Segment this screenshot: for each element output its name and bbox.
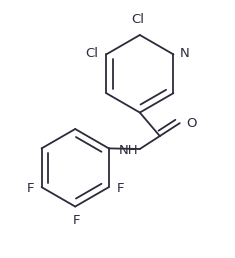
- Text: Cl: Cl: [85, 47, 98, 60]
- Text: F: F: [27, 182, 34, 195]
- Text: NH: NH: [119, 144, 139, 157]
- Text: F: F: [73, 214, 80, 227]
- Text: F: F: [116, 182, 124, 195]
- Text: O: O: [186, 117, 197, 130]
- Text: Cl: Cl: [131, 13, 144, 26]
- Text: N: N: [180, 47, 190, 60]
